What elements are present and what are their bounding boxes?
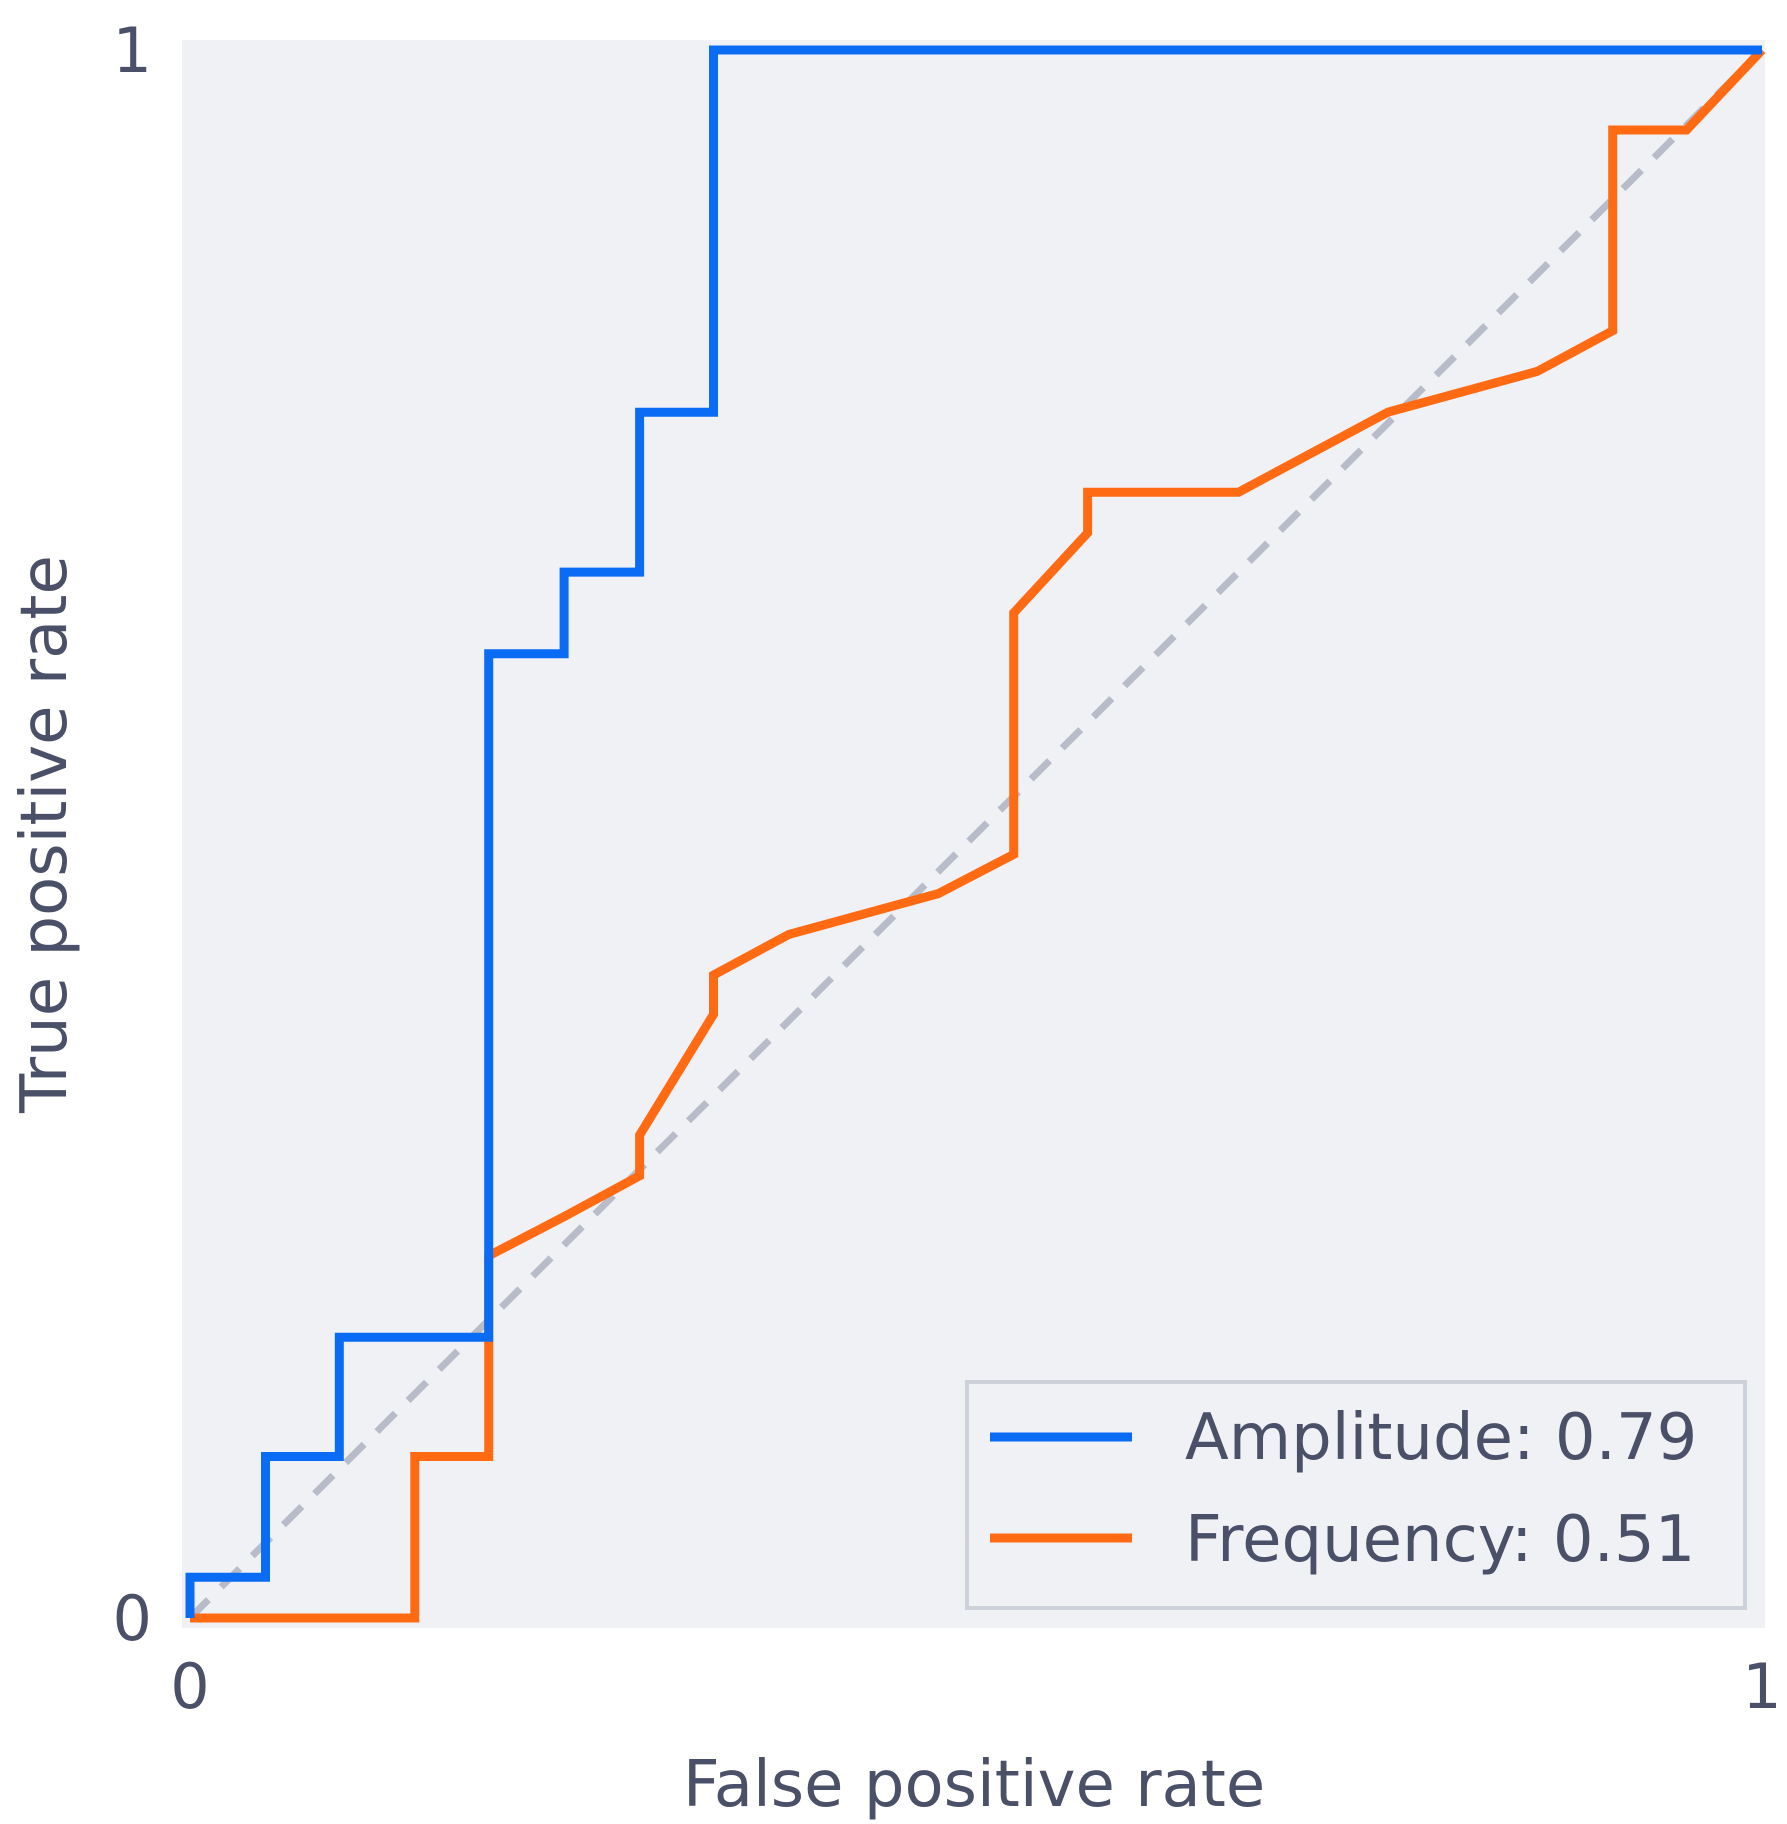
legend-box: [965, 1380, 1747, 1610]
x-tick-label: 1: [1742, 1650, 1781, 1723]
x-axis-label: False positive rate: [683, 1748, 1265, 1822]
x-tick-label: 0: [170, 1650, 209, 1723]
y-tick-label: 0: [113, 1582, 152, 1655]
series-line-chance: [187, 47, 1765, 1621]
series-line-amplitude: [185, 45, 1762, 1618]
legend-label-frequency: Frequency: 0.51: [1185, 1503, 1695, 1577]
legend: Amplitude: 0.79 Frequency: 0.51: [965, 1380, 1747, 1610]
y-axis-label: True positive rate: [8, 555, 82, 1114]
tick-labels: 0 1 0 1: [113, 14, 1782, 1723]
legend-label-amplitude: Amplitude: 0.79: [1185, 1401, 1697, 1475]
y-tick-label: 1: [113, 14, 152, 87]
series-layer: [185, 45, 1766, 1623]
